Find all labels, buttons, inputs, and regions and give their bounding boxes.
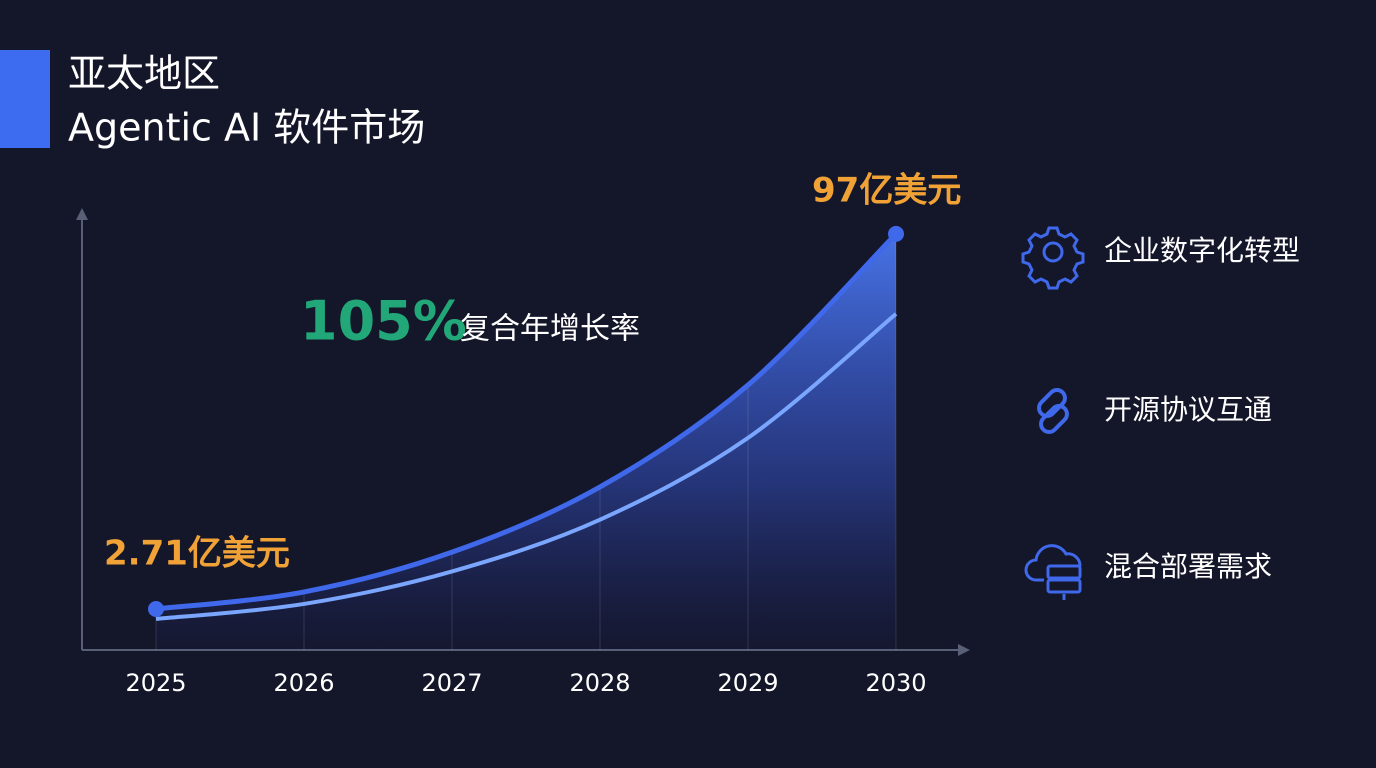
cloud-server-icon — [1024, 544, 1082, 600]
subtitle: Agentic AI 软件市场 — [68, 106, 425, 150]
x-tick-label: 2029 — [717, 669, 778, 697]
gear-icon — [1021, 226, 1085, 290]
value-label: 2.71亿美元 — [104, 533, 290, 573]
x-tick-label: 2030 — [865, 669, 926, 697]
end-point — [148, 600, 164, 617]
area-line — [155, 232, 898, 612]
value-label: 97亿美元 — [812, 170, 961, 210]
y-axis-arrow — [76, 208, 88, 220]
curve-highlight — [155, 312, 898, 621]
cagr-label: 复合年增长率 — [460, 312, 640, 347]
driver-item: 混合部署需求 — [1104, 550, 1272, 583]
accent-bar — [0, 50, 50, 148]
area-fill — [156, 233, 896, 650]
cagr-value: 105% — [300, 290, 467, 353]
end-point — [888, 225, 904, 242]
x-tick-label: 2026 — [273, 669, 334, 697]
driver-item: 开源协议互通 — [1104, 393, 1272, 426]
x-tick-label: 2025 — [125, 669, 186, 697]
x-tick-label: 2028 — [569, 669, 630, 697]
driver-item: 企业数字化转型 — [1104, 234, 1300, 267]
x-tick-label: 2027 — [421, 669, 482, 697]
x-axis-arrow — [958, 644, 970, 656]
link-icon — [1037, 388, 1069, 434]
title: 亚太地区 — [68, 52, 220, 96]
